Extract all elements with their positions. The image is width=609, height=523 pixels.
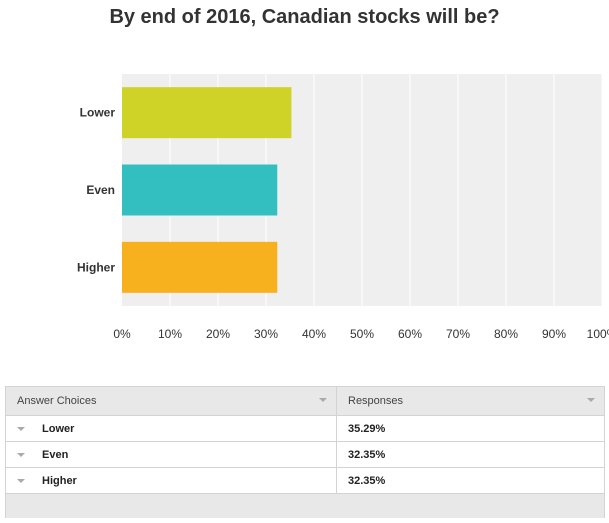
expand-caret-icon[interactable] — [17, 478, 25, 483]
bar-chart: Lower Even Higher 0% 10% 20% 30% 40% 50% 60% 70% 8… — [77, 74, 609, 341]
x-tick-label: 0% — [113, 327, 131, 341]
response-cell: 32.35% — [337, 442, 604, 467]
x-tick-label: 70% — [446, 327, 470, 341]
bar-higher[interactable] — [122, 241, 278, 293]
choice-label: Lower — [42, 422, 75, 435]
x-tick-label: 40% — [302, 327, 326, 341]
table-row: Even 32.35% — [6, 442, 604, 468]
answer-choices-header[interactable]: Answer Choices — [6, 387, 337, 415]
choice-label: Higher — [42, 474, 77, 487]
responses-table: Answer Choices Responses Lower 35.29% Ev… — [5, 386, 605, 518]
responses-header-label: Responses — [348, 395, 404, 407]
x-tick-label: 90% — [542, 327, 566, 341]
category-label: Higher — [77, 260, 115, 274]
table-row: Lower 35.29% — [6, 416, 604, 442]
choice-cell: Even — [6, 442, 337, 467]
table-row: Higher 32.35% — [6, 468, 604, 494]
response-cell: 32.35% — [337, 468, 604, 493]
table-footer — [6, 494, 604, 518]
expand-caret-icon[interactable] — [17, 452, 25, 457]
x-tick-label: 20% — [206, 327, 230, 341]
response-value: 32.35% — [348, 474, 386, 487]
chart-title: By end of 2016, Canadian stocks will be? — [109, 6, 500, 28]
x-tick-label: 50% — [350, 327, 374, 341]
response-value: 35.29% — [348, 422, 386, 435]
bar-even[interactable] — [122, 164, 278, 216]
sort-caret-icon[interactable] — [587, 398, 595, 402]
bar-lower[interactable] — [122, 87, 292, 139]
response-cell: 35.29% — [337, 416, 604, 441]
x-tick-label: 80% — [494, 327, 518, 341]
answer-choices-header-label: Answer Choices — [17, 395, 97, 407]
x-tick-label: 60% — [398, 327, 422, 341]
responses-header[interactable]: Responses — [337, 387, 604, 415]
x-tick-label: 10% — [158, 327, 182, 341]
x-tick-label: 100% — [587, 327, 609, 341]
choice-cell: Higher — [6, 468, 337, 493]
x-tick-label: 30% — [254, 327, 278, 341]
category-label: Lower — [80, 106, 116, 120]
category-label: Even — [86, 183, 115, 197]
response-value: 32.35% — [348, 448, 386, 461]
sort-caret-icon[interactable] — [319, 398, 327, 402]
choice-label: Even — [42, 448, 69, 461]
expand-caret-icon[interactable] — [17, 426, 25, 431]
choice-cell: Lower — [6, 416, 337, 441]
table-header: Answer Choices Responses — [6, 387, 604, 416]
